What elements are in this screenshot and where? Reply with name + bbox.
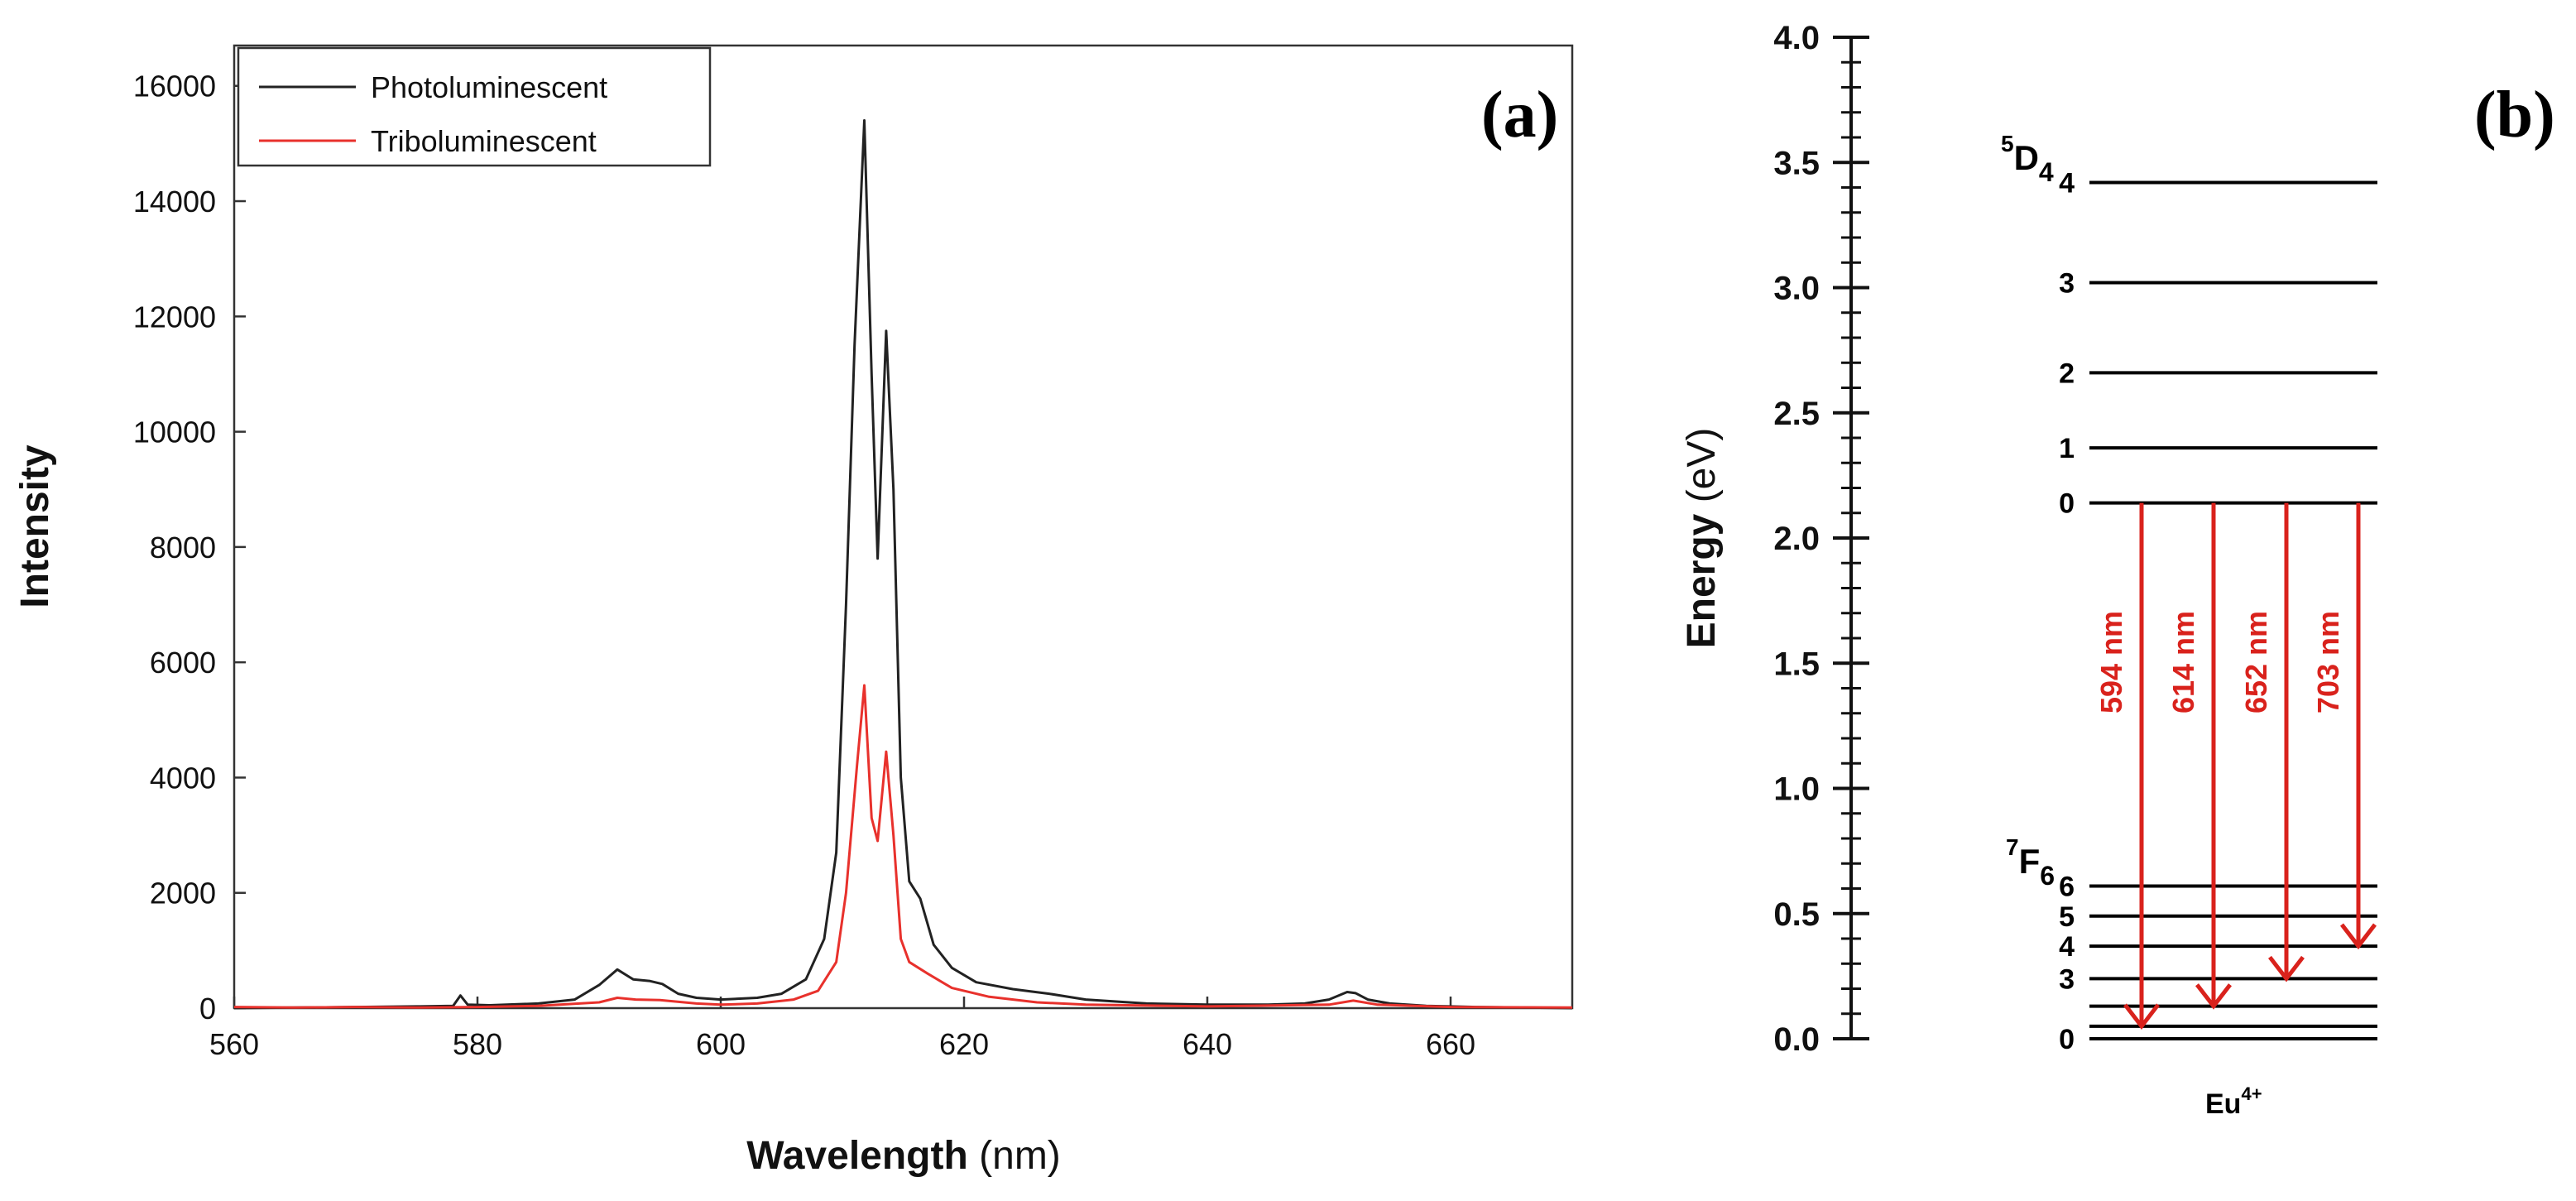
transition-label: 703 nm bbox=[2311, 611, 2345, 713]
energy-axis-label: Energy (eV) bbox=[1680, 428, 1724, 649]
x-tick-label: 580 bbox=[453, 1027, 502, 1061]
transition-arrowhead bbox=[2195, 983, 2232, 1010]
5d-multiplet-level-label: 3 bbox=[2059, 267, 2075, 299]
7f-multiplet-level-label: 4 bbox=[2059, 931, 2075, 963]
y-tick-label: 16000 bbox=[133, 70, 216, 103]
transition-arrowhead bbox=[2123, 1003, 2160, 1030]
7f-multiplet-level-label: 6 bbox=[2059, 871, 2075, 902]
legend-label-photoluminescent: Photoluminescent bbox=[371, 70, 607, 104]
y-tick-label: 14000 bbox=[133, 185, 216, 219]
energy-tick-label: 2.5 bbox=[1773, 396, 1820, 432]
series-line-triboluminescent bbox=[233, 684, 1573, 1009]
energy-tick-label: 2.0 bbox=[1773, 521, 1820, 557]
series-line-photoluminescent bbox=[233, 119, 1573, 1010]
5d-multiplet-level-label: 2 bbox=[2059, 358, 2075, 389]
energy-axis: 0.0 0.5 1.0 1.5 2.0 2.5 3.0 3.5 4.0 bbox=[1773, 20, 1869, 1058]
energy-tick-label: 1.5 bbox=[1773, 646, 1820, 682]
term-7f6: 7F6 bbox=[2006, 834, 2055, 891]
transitions: 594 nm 614 nm 652 nm 703 nm bbox=[2094, 502, 2377, 1030]
5d-multiplet-level-label: 1 bbox=[2059, 433, 2075, 464]
x-tick-label: 660 bbox=[1426, 1027, 1475, 1061]
panel-label-a: (a) bbox=[1481, 79, 1558, 151]
energy-tick-label: 0.0 bbox=[1773, 1021, 1820, 1058]
y-tick-label: 10000 bbox=[133, 416, 216, 449]
transition-label: 594 nm bbox=[2094, 611, 2128, 713]
legend: Photoluminescent Triboluminescent bbox=[237, 46, 712, 167]
transition-label: 614 nm bbox=[2166, 611, 2200, 713]
x-tick-label: 600 bbox=[696, 1027, 746, 1061]
panel-label-b: (b) bbox=[2474, 79, 2555, 151]
y-axis: 0 2000 4000 6000 8000 10000 12000 14000 16000 bbox=[133, 70, 246, 1026]
energy-tick-label: 1.0 bbox=[1773, 771, 1820, 808]
x-axis-label: Wavelength (nm) bbox=[746, 1134, 1061, 1178]
ion-label: Eu4+ bbox=[2205, 1083, 2262, 1120]
x-tick-label: 640 bbox=[1182, 1027, 1232, 1061]
x-tick-label: 560 bbox=[209, 1027, 259, 1061]
y-axis-label: Intensity bbox=[13, 444, 57, 608]
7f-multiplet-level-label: 5 bbox=[2059, 901, 2075, 933]
5d-multiplet-level-label: 4 bbox=[2059, 167, 2075, 199]
energy-tick-label: 3.5 bbox=[1773, 145, 1820, 181]
y-tick-label: 0 bbox=[199, 992, 216, 1026]
5d-multiplet-level-label: 0 bbox=[2059, 488, 2075, 520]
y-tick-label: 8000 bbox=[150, 531, 216, 564]
energy-tick-label: 0.5 bbox=[1773, 896, 1820, 933]
x-tick-label: 620 bbox=[939, 1027, 989, 1061]
y-tick-label: 4000 bbox=[150, 761, 216, 795]
x-axis: 560 580 600 620 640 660 bbox=[209, 997, 1475, 1061]
energy-tick-label: 3.0 bbox=[1773, 271, 1820, 307]
y-tick-label: 6000 bbox=[150, 646, 216, 680]
y-tick-label: 2000 bbox=[150, 877, 216, 910]
series-group bbox=[233, 119, 1573, 1010]
legend-label-triboluminescent: Triboluminescent bbox=[371, 124, 597, 158]
energy-tick-label: 4.0 bbox=[1773, 20, 1820, 56]
legend-box bbox=[237, 46, 712, 167]
y-tick-label: 12000 bbox=[133, 300, 216, 334]
transition-label: 652 nm bbox=[2239, 611, 2273, 713]
plot-frame bbox=[233, 44, 1574, 1010]
term-5d4: 5D4 bbox=[2001, 131, 2054, 187]
spectrum-chart: 0 2000 4000 6000 8000 10000 12000 14000 16000 56… bbox=[13, 44, 1574, 1178]
7f-multiplet-level-label: 3 bbox=[2059, 963, 2075, 995]
transition-arrowhead bbox=[2268, 955, 2305, 982]
energy-level-diagram: 0.00.51.01.52.02.53.03.54.0 Energy (eV) … bbox=[1680, 20, 2555, 1120]
7f-multiplet-level-label: 0 bbox=[2059, 1024, 2075, 1055]
transition-arrowhead bbox=[2340, 923, 2377, 950]
